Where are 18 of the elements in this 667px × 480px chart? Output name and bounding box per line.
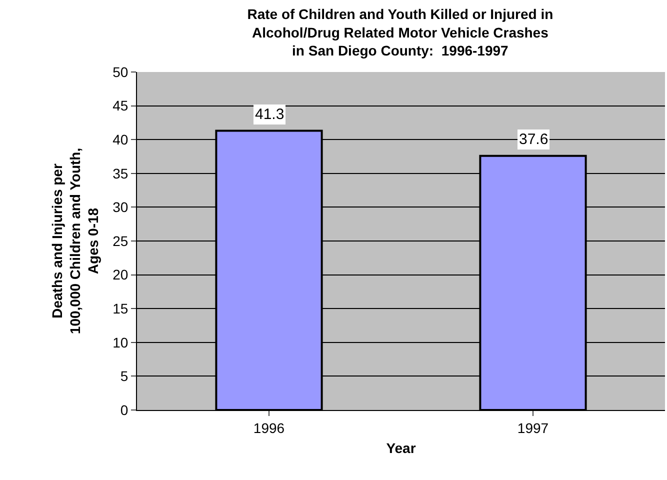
data-label: 41.3: [255, 106, 284, 123]
y-axis-title: Deaths and Injuries per 100,000 Children and Youth, Ages 0-18: [48, 148, 102, 334]
chart-title: Rate of Children and Youth Killed or Injured in Alcohol/Drug Related Motor Vehicle Crashes in San Diego County: 1996-1997: [247, 6, 554, 59]
y-tick-label: 50: [112, 64, 128, 80]
y-tick-label: 30: [112, 199, 128, 216]
y-tick-label: 0: [120, 402, 128, 418]
y-tick-label: 25: [112, 232, 128, 249]
x-tick-label: 1996: [253, 420, 285, 436]
x-axis-title: Year: [386, 440, 416, 456]
y-tick-label: 5: [120, 368, 128, 384]
x-tick-label: 1997: [517, 420, 549, 436]
y-tick-label: 45: [112, 98, 128, 114]
y-tick-label: 40: [112, 132, 128, 148]
y-tick-label: 15: [112, 300, 128, 316]
data-label: 37.6: [519, 131, 548, 148]
y-tick-label: 20: [112, 266, 128, 283]
y-tick-label: 35: [112, 165, 128, 182]
y-tick-label: 10: [112, 334, 128, 350]
